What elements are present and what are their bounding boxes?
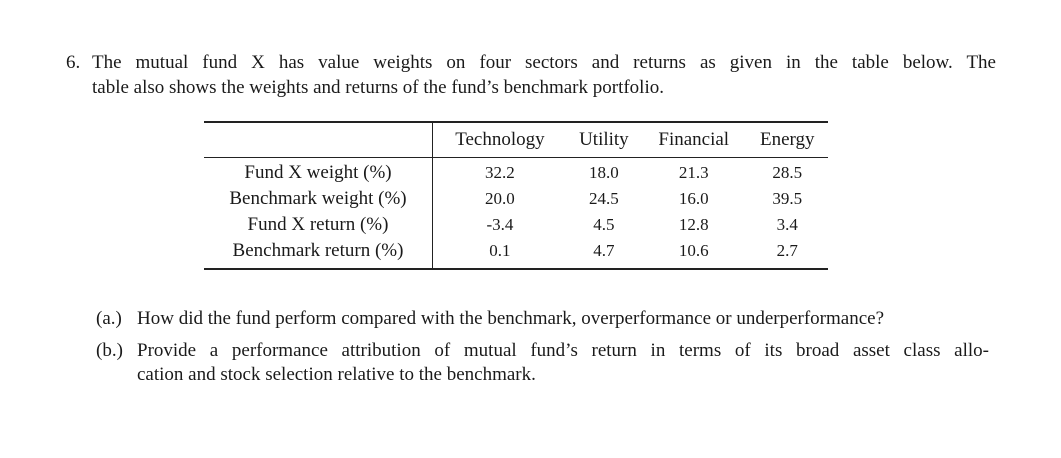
problem-text-line-2: table also shows the weights and returns…	[92, 77, 664, 98]
table-cell: 20.0	[485, 189, 515, 208]
table-cell: 21.3	[678, 163, 709, 182]
question-a: (a.) How did the fund perform compared w…	[96, 307, 989, 331]
table-cell: 4.7	[593, 241, 615, 260]
data-table: Technology Utility Financial Energy Fund…	[204, 121, 828, 270]
column-header: Energy	[746, 122, 828, 158]
question-list: (a.) How did the fund perform compared w…	[96, 307, 989, 395]
table-corner-cell	[204, 122, 433, 158]
table-header-row: Technology Utility Financial Energy	[204, 122, 828, 158]
question-label: (b.)	[96, 340, 123, 361]
table-cell: 2.7	[776, 241, 798, 260]
table-row: Benchmark weight (%) 20.0 24.5 16.0 39.5	[204, 186, 828, 212]
question-text-line-2: cation and stock selection relative to t…	[137, 364, 536, 385]
column-header: Technology	[432, 122, 567, 158]
row-label: Benchmark weight (%)	[204, 186, 433, 212]
table-cell: 4.5	[593, 215, 615, 234]
row-label: Fund X return (%)	[204, 212, 433, 238]
table-cell: 39.5	[772, 189, 803, 208]
table-row: Fund X weight (%) 32.2 18.0 21.3 28.5	[204, 157, 828, 186]
table-row: Fund X return (%) -3.4 4.5 12.8 3.4	[204, 212, 828, 238]
row-label: Fund X weight (%)	[204, 157, 433, 186]
table-cell: 32.2	[485, 163, 515, 182]
question-text: How did the fund perform compared with t…	[137, 308, 885, 329]
table-cell: 3.4	[776, 215, 798, 234]
question-b: (b.) Provide a performance attribution o…	[96, 339, 989, 387]
table-cell: 28.5	[772, 163, 803, 182]
table-cell: 10.6	[678, 241, 709, 260]
table-cell: 18.0	[589, 163, 619, 182]
problem-text-line-1: The mutual fund X has value weights on f…	[92, 52, 996, 73]
table-cell: 0.1	[489, 241, 511, 260]
question-text-line-1: Provide a performance attribution of mut…	[137, 340, 989, 361]
problem-number: 6.	[66, 52, 81, 73]
table-cell: 12.8	[678, 215, 709, 234]
table-row: Benchmark return (%) 0.1 4.7 10.6 2.7	[204, 238, 828, 269]
column-header: Utility	[566, 122, 641, 158]
table-cell: 16.0	[678, 189, 709, 208]
problem-statement: 6. The mutual fund X has value weights o…	[66, 50, 996, 100]
problem-line-1: 6. The mutual fund X has value weights o…	[66, 50, 996, 75]
column-header: Financial	[640, 122, 747, 158]
row-label: Benchmark return (%)	[204, 238, 433, 269]
table-cell: -3.4	[486, 215, 514, 234]
question-label: (a.)	[96, 308, 122, 329]
table-cell: 24.5	[589, 189, 619, 208]
